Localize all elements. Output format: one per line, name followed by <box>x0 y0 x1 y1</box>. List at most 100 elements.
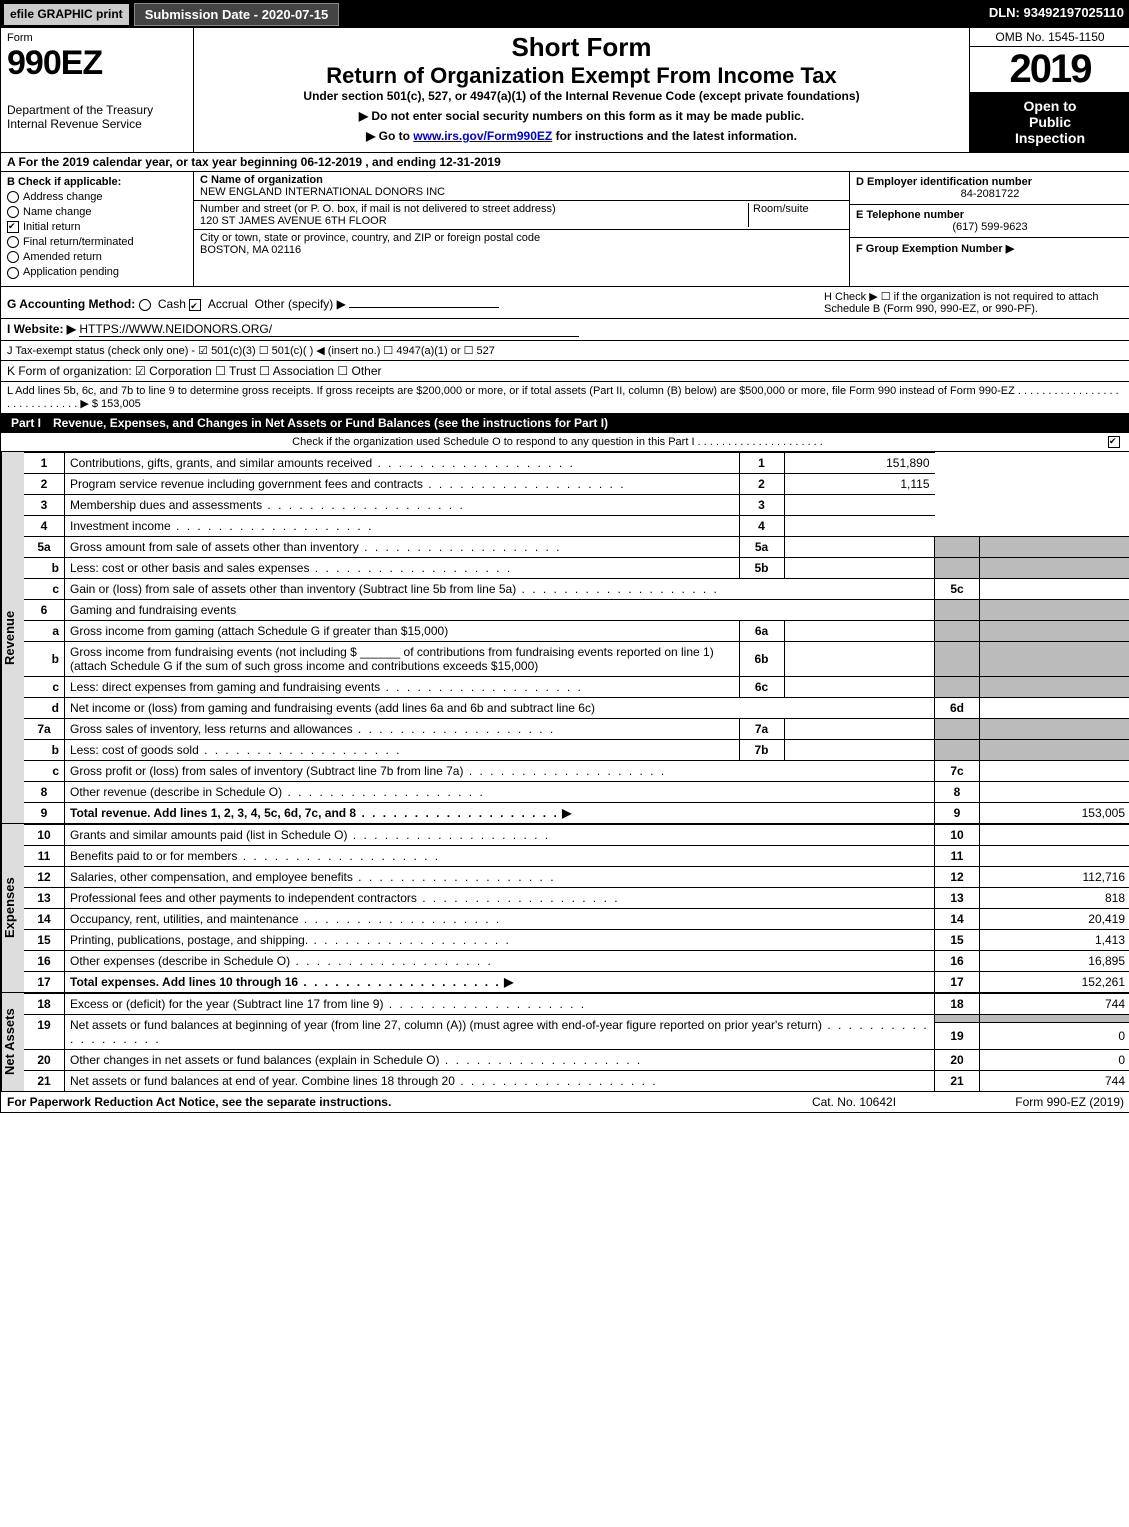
chk-application-pending[interactable] <box>7 267 19 279</box>
val-6c[interactable] <box>784 676 935 697</box>
mid-6b: 6b <box>739 641 784 676</box>
lbl-name-change: Name change <box>23 206 92 218</box>
amt-6c-shade <box>980 676 1129 697</box>
dln-label: DLN: 93492197025110 <box>983 1 1129 28</box>
ln-14: 14 <box>24 908 65 929</box>
chk-accrual[interactable] <box>189 299 201 311</box>
amt-2: 1,115 <box>784 473 935 494</box>
footer-formid: Form 990-EZ (2019) <box>944 1095 1124 1109</box>
info-grid: B Check if applicable: Address change Na… <box>1 171 1129 286</box>
ln-7c: c <box>24 760 65 781</box>
ln-12: 12 <box>24 866 65 887</box>
val-5b[interactable] <box>784 557 935 578</box>
footer-paperwork: For Paperwork Reduction Act Notice, see … <box>7 1095 764 1109</box>
ln-15: 15 <box>24 929 65 950</box>
desc-1: Contributions, gifts, grants, and simila… <box>65 452 740 473</box>
revenue-section: Revenue 1Contributions, gifts, grants, a… <box>1 451 1129 823</box>
dept-irs: Internal Revenue Service <box>7 117 187 131</box>
desc-7a: Gross sales of inventory, less returns a… <box>65 718 740 739</box>
expenses-table: 10Grants and similar amounts paid (list … <box>24 824 1129 992</box>
efile-print-button[interactable]: efile GRAPHIC print <box>3 3 130 26</box>
form-header: Form 990EZ Department of the Treasury In… <box>1 28 1129 152</box>
desc-6c: Less: direct expenses from gaming and fu… <box>65 676 740 697</box>
amt-12: 112,716 <box>980 866 1129 887</box>
amt-1: 151,890 <box>784 452 935 473</box>
mid-6c: 6c <box>739 676 784 697</box>
amt-7a-shade <box>980 718 1129 739</box>
amt-8 <box>980 781 1129 802</box>
ln-13: 13 <box>24 887 65 908</box>
desc-16: Other expenses (describe in Schedule O) <box>65 950 935 971</box>
val-7b[interactable] <box>784 739 935 760</box>
room-suite-label: Room/suite <box>748 203 843 227</box>
val-6a[interactable] <box>784 620 935 641</box>
ln-7a: 7a <box>24 718 65 739</box>
desc-6: Gaming and fundraising events <box>65 599 935 620</box>
col-12: 12 <box>935 866 980 887</box>
revenue-table: 1Contributions, gifts, grants, and simil… <box>24 452 1129 823</box>
col-19: 19 <box>935 1023 980 1049</box>
open-line2: Public <box>974 114 1126 130</box>
dept-treasury: Department of the Treasury <box>7 103 187 117</box>
val-5a[interactable] <box>784 536 935 557</box>
amt-18: 744 <box>980 993 1129 1014</box>
col-6b-shade <box>935 641 980 676</box>
hint-link-row: ▶ Go to www.irs.gov/Form990EZ for instru… <box>202 129 961 143</box>
val-7a[interactable] <box>784 718 935 739</box>
title-short: Short Form <box>202 32 961 63</box>
desc-6a: Gross income from gaming (attach Schedul… <box>65 620 740 641</box>
ln-4: 4 <box>24 515 65 536</box>
ln-5c: c <box>24 578 65 599</box>
val-6b[interactable] <box>784 641 935 676</box>
col-16: 16 <box>935 950 980 971</box>
part1-schedule-o-checkbox[interactable] <box>1108 436 1120 448</box>
addr-label: Number and street (or P. O. box, if mail… <box>200 203 748 215</box>
h-text: H Check ▶ ☐ if the organization is not r… <box>824 290 1124 315</box>
group-exemption-label: F Group Exemption Number ▶ <box>856 242 1124 255</box>
chk-initial-return[interactable] <box>7 221 19 233</box>
hint-ssn: ▶ Do not enter social security numbers o… <box>202 109 961 123</box>
col-13: 13 <box>935 887 980 908</box>
chk-amended-return[interactable] <box>7 251 19 263</box>
mid-5a: 5a <box>739 536 784 557</box>
desc-11: Benefits paid to or for members <box>65 845 935 866</box>
open-line3: Inspection <box>974 130 1126 146</box>
desc-5a: Gross amount from sale of assets other t… <box>65 536 740 557</box>
chk-name-change[interactable] <box>7 206 19 218</box>
expenses-side-label: Expenses <box>1 824 24 992</box>
col-19-shade <box>935 1014 980 1023</box>
tax-year: 2019 <box>970 47 1129 92</box>
ln-7b: b <box>24 739 65 760</box>
chk-final-return[interactable] <box>7 236 19 248</box>
chk-cash[interactable] <box>139 299 151 311</box>
desc-12: Salaries, other compensation, and employ… <box>65 866 935 887</box>
col-5b-shade <box>935 557 980 578</box>
desc-3: Membership dues and assessments <box>65 494 740 515</box>
section-a: A For the 2019 calendar year, or tax yea… <box>1 152 1129 171</box>
amt-3 <box>784 494 935 515</box>
page-footer: For Paperwork Reduction Act Notice, see … <box>1 1091 1129 1112</box>
col-3: 3 <box>739 494 784 515</box>
footer-catno: Cat. No. 10642I <box>764 1095 944 1109</box>
other-specify-input[interactable] <box>349 293 499 308</box>
desc-18: Excess or (deficit) for the year (Subtra… <box>65 993 935 1014</box>
ln-5a: 5a <box>24 536 65 557</box>
irs-link[interactable]: www.irs.gov/Form990EZ <box>413 129 552 143</box>
amt-21: 744 <box>980 1070 1129 1091</box>
amt-7b-shade <box>980 739 1129 760</box>
ln-17: 17 <box>24 971 65 992</box>
net-assets-section: Net Assets 18Excess or (deficit) for the… <box>1 992 1129 1091</box>
top-bar: efile GRAPHIC print Submission Date - 20… <box>1 1 1129 28</box>
ln-11: 11 <box>24 845 65 866</box>
net-assets-table: 18Excess or (deficit) for the year (Subt… <box>24 993 1129 1091</box>
form-number: 990EZ <box>7 44 187 83</box>
col-6d: 6d <box>935 697 980 718</box>
ln-1: 1 <box>24 452 65 473</box>
chk-address-change[interactable] <box>7 191 19 203</box>
amt-19-shade <box>980 1014 1129 1023</box>
desc-21: Net assets or fund balances at end of ye… <box>65 1070 935 1091</box>
col-7c: 7c <box>935 760 980 781</box>
ln-8: 8 <box>24 781 65 802</box>
lbl-cash: Cash <box>158 297 186 311</box>
desc-7b: Less: cost of goods sold <box>65 739 740 760</box>
